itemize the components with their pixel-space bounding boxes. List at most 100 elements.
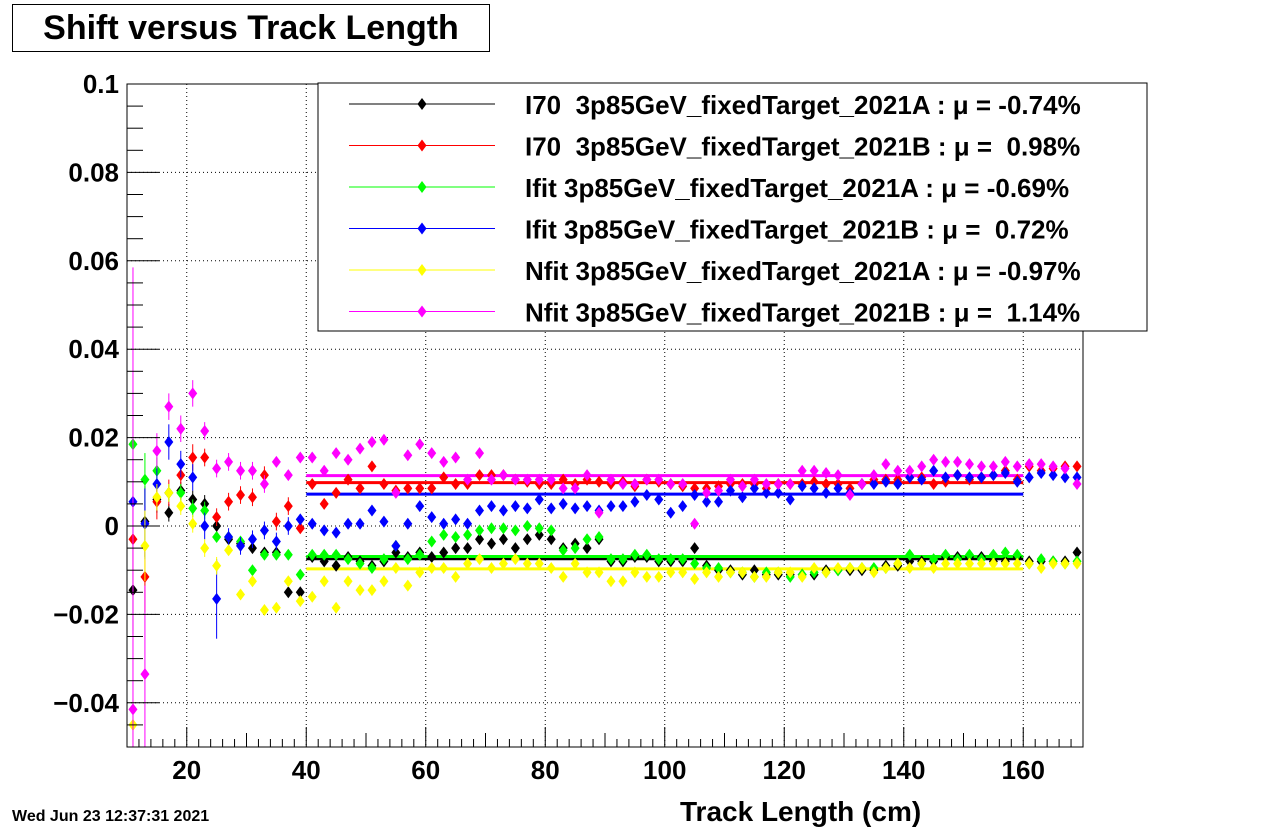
data-point xyxy=(1060,471,1070,484)
data-point xyxy=(737,491,747,504)
data-point xyxy=(917,460,927,473)
data-point xyxy=(331,447,341,460)
legend-label: I70 3p85GeV_fixedTarget_2021B : μ = 0.98… xyxy=(525,132,1080,162)
data-point xyxy=(522,520,532,532)
data-point xyxy=(475,533,485,546)
data-point xyxy=(164,486,174,499)
data-point xyxy=(582,469,592,482)
data-point xyxy=(295,513,305,526)
chart-title: Shift versus Track Length xyxy=(43,8,459,47)
data-point xyxy=(690,482,700,495)
data-point xyxy=(176,458,186,471)
data-point xyxy=(929,478,939,491)
legend-label: Nfit 3p85GeV_fixedTarget_2021B : μ = 1.1… xyxy=(525,298,1080,328)
data-point xyxy=(463,542,473,555)
data-point xyxy=(582,542,592,555)
data-point xyxy=(821,466,831,479)
data-point xyxy=(307,548,317,561)
data-point xyxy=(1036,561,1046,574)
data-point xyxy=(224,531,234,544)
data-point xyxy=(714,484,724,497)
data-point xyxy=(618,553,628,566)
data-point xyxy=(176,500,186,513)
data-point xyxy=(582,566,592,579)
data-point xyxy=(463,557,473,570)
data-point xyxy=(1024,458,1034,471)
data-point xyxy=(630,548,640,561)
data-point xyxy=(582,533,592,546)
data-point xyxy=(654,570,664,583)
legend-label: Ifit 3p85GeV_fixedTarget_2021B : μ = 0.7… xyxy=(525,215,1069,245)
data-point xyxy=(690,542,700,555)
y-tick-label: 0.02 xyxy=(68,423,119,453)
data-point xyxy=(391,539,401,552)
data-point xyxy=(809,561,819,574)
data-point xyxy=(976,471,986,484)
series-group xyxy=(128,484,1082,747)
data-point xyxy=(283,469,293,482)
x-tick-label: 160 xyxy=(1002,755,1045,785)
data-point xyxy=(749,564,759,577)
data-point xyxy=(929,453,939,466)
data-point xyxy=(319,497,329,510)
data-point xyxy=(271,535,281,548)
data-point xyxy=(236,464,246,477)
data-point xyxy=(1072,546,1082,559)
data-point xyxy=(367,460,377,473)
data-point xyxy=(439,455,449,468)
data-point xyxy=(247,564,257,577)
data-point xyxy=(498,557,508,570)
data-point xyxy=(953,455,963,468)
data-point xyxy=(941,455,951,468)
data-point xyxy=(224,495,234,508)
data-point xyxy=(749,473,759,486)
data-point xyxy=(833,482,843,495)
data-point xyxy=(905,464,915,477)
data-point xyxy=(152,491,162,504)
data-point xyxy=(439,517,449,530)
data-point xyxy=(343,517,353,530)
data-point xyxy=(618,478,628,491)
x-tick-label: 40 xyxy=(292,755,321,785)
data-point xyxy=(1012,548,1022,561)
series-group xyxy=(128,424,1082,639)
data-point xyxy=(355,584,365,597)
data-point xyxy=(343,553,353,566)
data-point xyxy=(1072,478,1082,491)
data-point xyxy=(881,561,891,574)
data-point xyxy=(451,531,461,544)
data-point xyxy=(379,478,389,491)
data-point xyxy=(224,455,234,468)
data-point xyxy=(236,588,246,601)
data-point xyxy=(833,469,843,482)
data-point xyxy=(259,603,269,616)
data-point xyxy=(200,542,210,555)
data-point xyxy=(391,546,401,559)
data-point xyxy=(929,464,939,477)
data-point xyxy=(236,489,246,502)
data-point xyxy=(869,469,879,482)
timestamp: Wed Jun 23 12:37:31 2021 xyxy=(12,808,210,825)
data-point xyxy=(283,500,293,513)
data-point xyxy=(439,546,449,559)
data-point xyxy=(200,504,210,517)
data-point xyxy=(415,500,425,513)
data-point xyxy=(1000,557,1010,570)
data-point xyxy=(558,570,568,583)
data-point xyxy=(510,542,520,555)
data-point xyxy=(140,473,150,486)
legend-label: Ifit 3p85GeV_fixedTarget_2021A : μ = -0.… xyxy=(525,173,1069,203)
data-point xyxy=(451,451,461,464)
data-point xyxy=(1012,557,1022,570)
data-point xyxy=(403,517,413,530)
data-point xyxy=(570,542,580,555)
data-point xyxy=(642,570,652,583)
data-point xyxy=(415,548,425,561)
data-point xyxy=(259,524,269,537)
data-point xyxy=(212,511,222,524)
y-tick-label: 0.04 xyxy=(68,334,119,364)
data-point xyxy=(415,482,425,495)
data-point xyxy=(367,436,377,449)
data-point xyxy=(821,486,831,499)
